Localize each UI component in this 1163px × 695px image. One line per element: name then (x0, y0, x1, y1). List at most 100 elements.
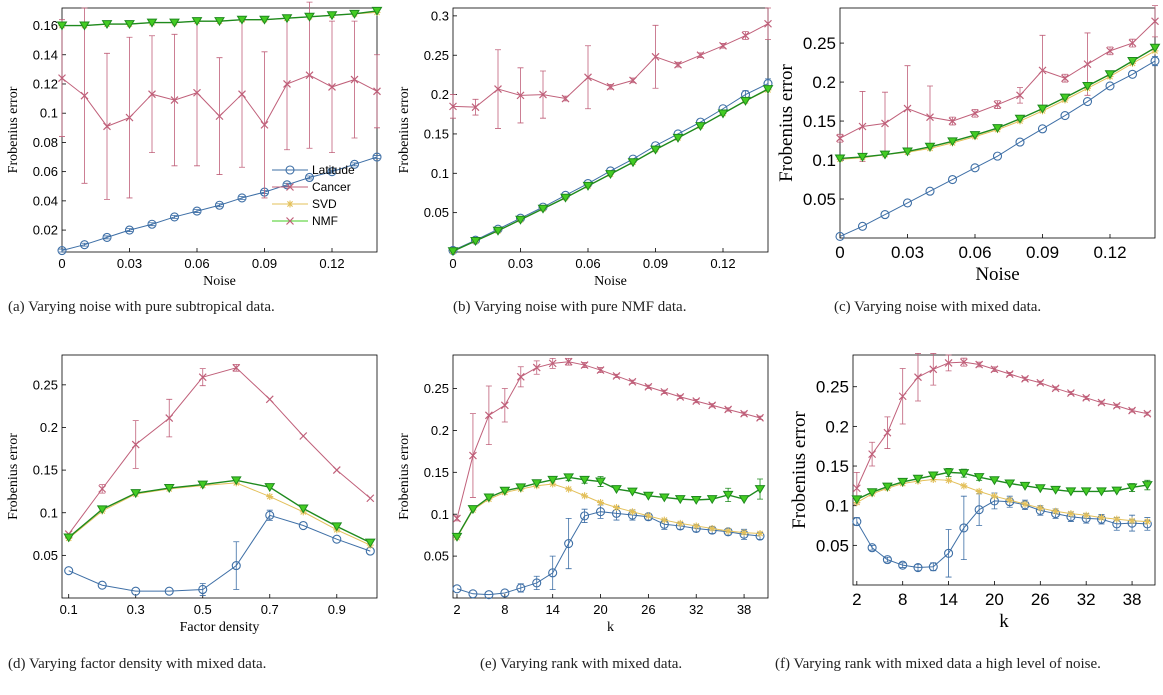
data-point-nmf (492, 226, 504, 236)
error-bar (581, 508, 588, 523)
series-latitude (835, 55, 1160, 241)
data-point-nmf (560, 193, 571, 203)
data-point-nmf (717, 109, 729, 119)
caption-a: (a) Varying noise with pure subtropical … (8, 299, 275, 315)
data-point-cancer (628, 377, 637, 386)
data-point-cancer (756, 413, 764, 422)
data-point-cancer (1143, 409, 1152, 418)
y-axis-label: Frobenius error (6, 433, 21, 520)
data-point-cancer (1051, 384, 1060, 393)
y-tick-label: 0.12 (33, 77, 58, 92)
x-tick-label: 0.1 (60, 602, 78, 617)
x-tick-label: 38 (1123, 590, 1142, 609)
data-point-nmf (191, 17, 203, 27)
error-bar (976, 493, 983, 526)
data-point-cancer (883, 428, 892, 437)
data-point-nmf (672, 133, 684, 143)
y-tick-label: 0.05 (33, 548, 58, 563)
data-point-nmf (483, 493, 495, 503)
chart-panel-b: 0 0.03 0.06 0.09 0.12 0.05 0.1 0.15 0.2 0.25 0.3 No… (397, 7, 774, 289)
data-point-cancer (975, 360, 984, 369)
data-point-nmf (722, 490, 734, 500)
data-point-latitude (468, 589, 478, 599)
data-point-cancer (944, 359, 953, 367)
y-tick-label: 0.15 (424, 126, 449, 141)
data-point-nmf (259, 15, 270, 25)
data-point-cancer (741, 31, 750, 40)
data-point-cancer (898, 392, 907, 401)
data-point-cancer (373, 87, 381, 96)
data-point-nmf (1034, 484, 1046, 494)
y-tick-label: 0.15 (424, 465, 449, 480)
series-latitude (852, 492, 1152, 578)
data-point-nmf (281, 14, 293, 24)
data-point-nmf (882, 482, 893, 492)
y-tick-label: 0.14 (33, 47, 58, 62)
data-point-latitude (902, 198, 913, 208)
data-point-cancer (1128, 39, 1137, 48)
data-point-latitude (452, 584, 462, 594)
data-point-nmf (1111, 486, 1123, 496)
data-point-cancer (868, 450, 877, 459)
data-point-nmf (582, 181, 594, 191)
data-point-latitude (564, 538, 574, 549)
data-point-svd (1097, 514, 1105, 522)
series-nmf (851, 468, 1153, 505)
data-point-cancer (881, 119, 889, 128)
data-point-cancer (215, 112, 224, 121)
data-point-nmf (857, 152, 868, 162)
data-point-svd (708, 524, 716, 532)
data-point-nmf (1014, 114, 1026, 124)
data-point-latitude (64, 566, 74, 576)
data-point-cancer (198, 373, 207, 382)
data-point-cancer (993, 100, 1002, 109)
data-point-cancer (1082, 393, 1091, 402)
data-point-cancer (328, 82, 336, 91)
data-point-nmf (1126, 483, 1138, 493)
data-point-cancer (98, 484, 107, 493)
data-point-latitude (237, 193, 247, 203)
data-point-cancer (232, 363, 241, 372)
y-axis-label: Frobenius error (397, 433, 412, 520)
x-axis-label: Noise (594, 274, 627, 289)
series-cancer (58, 1, 381, 200)
data-point-nmf (537, 204, 549, 214)
x-tick-label: 0.9 (328, 602, 346, 617)
error-bar (59, 248, 65, 253)
error-bar (329, 169, 335, 174)
error-bar (1152, 55, 1158, 67)
series-nmf (451, 473, 766, 542)
x-axis-label: k (607, 620, 614, 635)
x-tick-label: 2 (453, 602, 460, 617)
data-point-latitude (548, 568, 558, 578)
series-line-latitude (839, 60, 1156, 237)
data-point-cancer (948, 117, 957, 125)
data-point-nmf (1127, 57, 1138, 66)
data-point-cancer (80, 91, 89, 100)
y-tick-label: 0.3 (431, 8, 449, 23)
data-point-latitude (500, 588, 510, 598)
caption-b: (b) Varying noise with pure NMF data. (453, 299, 687, 315)
series-line-nmf (68, 479, 371, 544)
data-point-cancer (539, 90, 547, 99)
data-point-svd (960, 482, 968, 490)
y-tick-label: 0.05 (803, 190, 836, 209)
data-point-nmf (331, 522, 343, 532)
series-cancer (852, 353, 1152, 505)
error-bar (351, 162, 358, 167)
data-point-cancer (148, 90, 156, 99)
error-bar (549, 555, 556, 591)
x-tick-label: 0.12 (319, 256, 344, 271)
data-point-cancer (131, 440, 140, 449)
data-point-latitude (192, 206, 202, 216)
data-point-cancer (990, 365, 999, 374)
data-point-nmf (1050, 485, 1061, 495)
error-bar (533, 575, 540, 591)
data-point-cancer (238, 90, 246, 99)
data-point-cancer (453, 514, 461, 523)
data-point-latitude (928, 562, 938, 572)
y-tick-label: 0.1 (40, 505, 58, 520)
data-point-cancer (1097, 398, 1106, 407)
x-tick-label: 0.7 (261, 602, 279, 617)
data-point-svd (990, 492, 998, 500)
